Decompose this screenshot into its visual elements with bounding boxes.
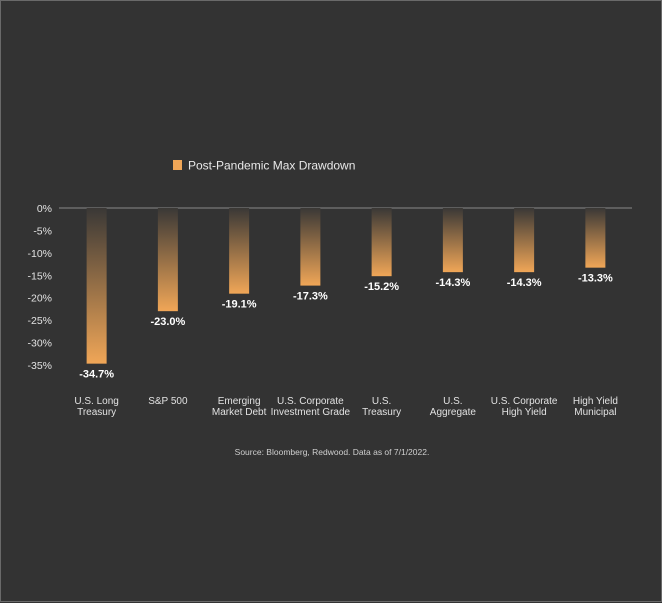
data-label: -13.3% <box>578 273 613 285</box>
y-tick-label: -15% <box>27 270 52 282</box>
bar <box>585 208 606 268</box>
legend-swatch <box>173 160 182 170</box>
bar <box>371 208 392 277</box>
data-label: -19.1% <box>222 299 257 311</box>
legend: Post-Pandemic Max Drawdown <box>173 159 355 173</box>
category-label: Emerging Market Debt <box>212 396 267 418</box>
category-label: U.S. Treasury <box>362 396 401 418</box>
source-note: Source: Bloomberg, Redwood. Data as of 7… <box>235 447 430 457</box>
category-label: U.S. Long Treasury <box>74 396 118 418</box>
y-tick-label: 0% <box>37 203 52 215</box>
category-label: U.S. Aggregate <box>430 396 477 418</box>
data-label: -34.7% <box>79 369 114 381</box>
bar <box>300 208 321 286</box>
y-axis: 0% -5% -10% -15% -20% -25% -30% -35% <box>27 203 52 372</box>
legend-label: Post-Pandemic Max Drawdown <box>188 159 355 173</box>
bars: -34.7% -23.0% -19.1% -17.3% -15.2% -14.3% -14.… <box>79 208 613 381</box>
data-label: -14.3% <box>507 277 542 289</box>
category-label: U.S. Corporate High Yield <box>491 396 558 418</box>
y-tick-label: -10% <box>27 248 52 260</box>
y-tick-label: -20% <box>27 293 52 305</box>
y-tick-label: -25% <box>27 315 52 327</box>
data-label: -23.0% <box>150 316 185 328</box>
y-tick-label: -35% <box>27 360 52 372</box>
data-label: -17.3% <box>293 291 328 303</box>
bar <box>514 208 535 273</box>
y-tick-label: -30% <box>27 338 52 350</box>
bar <box>442 208 463 273</box>
bar <box>86 208 107 364</box>
category-label: U.S. Corporate Investment Grade <box>271 396 351 418</box>
bar <box>229 208 250 294</box>
data-label: -14.3% <box>435 277 470 289</box>
y-tick-label: -5% <box>33 225 52 237</box>
data-label: -15.2% <box>364 281 399 293</box>
category-label: High Yield Municipal <box>573 396 618 418</box>
bar <box>157 208 178 312</box>
category-labels: U.S. Long Treasury S&P 500 Emerging Market D… <box>74 396 618 418</box>
category-label: S&P 500 <box>148 396 188 407</box>
